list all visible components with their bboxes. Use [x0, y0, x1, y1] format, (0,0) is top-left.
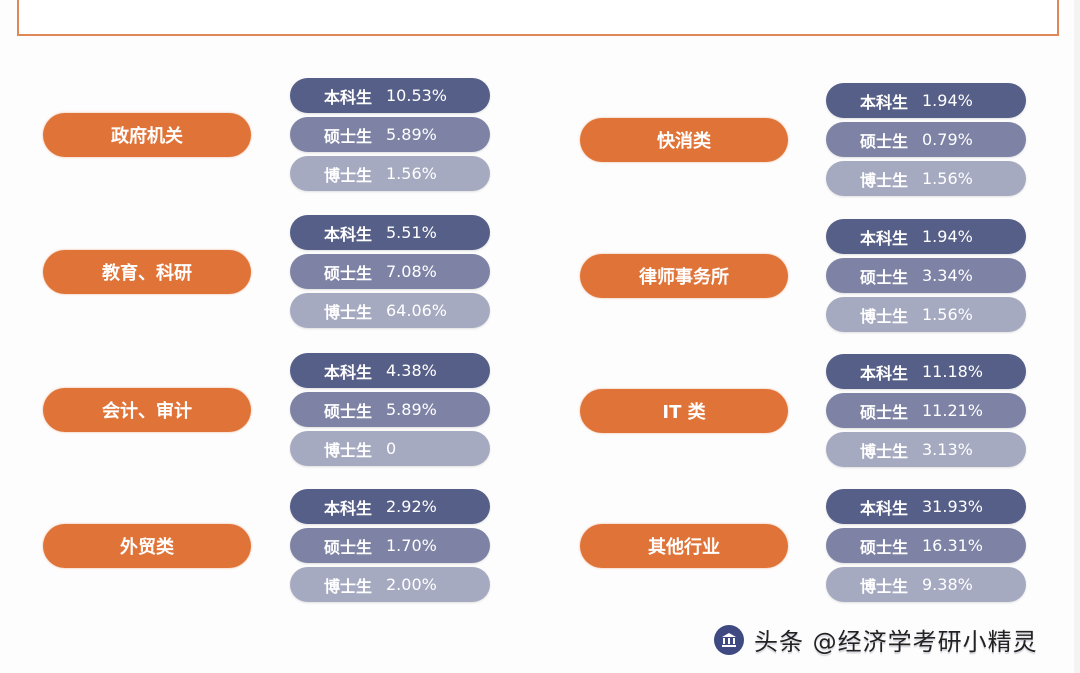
stats-stack: 本科生 31.93% 硕士生 16.31% 博士生 9.38%	[826, 489, 1026, 606]
stats-stack: 本科生 11.18% 硕士生 11.21% 博士生 3.13%	[826, 354, 1026, 471]
stat-value: 5.51%	[386, 223, 437, 242]
stat-master: 硕士生 7.08%	[290, 254, 490, 289]
stat-value: 4.38%	[386, 361, 437, 380]
industry-label: 快消类	[580, 118, 788, 162]
industry-label: 会计、审计	[43, 388, 251, 432]
stat-phd: 博士生 9.38%	[826, 567, 1026, 602]
stat-undergrad: 本科生 5.51%	[290, 215, 490, 250]
stat-undergrad: 本科生 1.94%	[826, 219, 1026, 254]
stat-value: 31.93%	[922, 497, 984, 516]
stat-master: 硕士生 5.89%	[290, 117, 490, 152]
stat-label: 本科生	[859, 498, 908, 518]
industry-label: 其他行业	[580, 524, 788, 568]
stat-master: 硕士生 0.79%	[826, 122, 1026, 157]
stat-label: 本科生	[323, 362, 372, 382]
stat-value: 5.89%	[386, 400, 437, 419]
stat-value: 16.31%	[922, 536, 984, 555]
bank-icon	[714, 624, 744, 655]
industry-label: 教育、科研	[43, 250, 251, 294]
stats-stack: 本科生 2.92% 硕士生 1.70% 博士生 2.00%	[290, 489, 490, 606]
stat-value: 7.08%	[386, 262, 437, 281]
stat-phd: 博士生 1.56%	[826, 297, 1026, 332]
stat-label: 硕士生	[323, 537, 372, 557]
stat-label: 本科生	[859, 228, 908, 248]
stat-undergrad: 本科生 31.93%	[826, 489, 1026, 524]
stats-stack: 本科生 4.38% 硕士生 5.89% 博士生 0	[290, 353, 490, 470]
stats-stack: 本科生 5.51% 硕士生 7.08% 博士生 64.06%	[290, 215, 490, 332]
page-edge	[1074, 0, 1080, 673]
watermark: 头条 @经济学考研小精灵	[714, 622, 1038, 657]
industry-label: IT 类	[580, 389, 788, 433]
stat-label: 博士生	[323, 165, 372, 185]
industry-label: 律师事务所	[580, 254, 788, 298]
stat-value: 2.00%	[386, 575, 437, 594]
stat-phd: 博士生 1.56%	[290, 156, 490, 191]
stat-value: 1.56%	[922, 305, 973, 324]
stat-value: 11.18%	[922, 362, 984, 381]
stat-phd: 博士生 1.56%	[826, 161, 1026, 196]
stat-label: 博士生	[859, 441, 908, 461]
stat-master: 硕士生 1.70%	[290, 528, 490, 563]
stat-label: 博士生	[859, 170, 908, 190]
stat-phd: 博士生 3.13%	[826, 432, 1026, 467]
stat-master: 硕士生 3.34%	[826, 258, 1026, 293]
stat-undergrad: 本科生 2.92%	[290, 489, 490, 524]
stat-undergrad: 本科生 4.38%	[290, 353, 490, 388]
stat-undergrad: 本科生 1.94%	[826, 83, 1026, 118]
stat-value: 1.94%	[922, 227, 973, 246]
stat-label: 博士生	[323, 302, 372, 322]
top-frame	[17, 0, 1059, 36]
stat-value: 64.06%	[386, 301, 448, 320]
stats-stack: 本科生 1.94% 硕士生 0.79% 博士生 1.56%	[826, 83, 1026, 200]
stat-label: 本科生	[323, 224, 372, 244]
stat-phd: 博士生 64.06%	[290, 293, 490, 328]
stat-phd: 博士生 2.00%	[290, 567, 490, 602]
stat-label: 博士生	[859, 306, 908, 326]
stat-value: 11.21%	[922, 401, 984, 420]
industry-label: 政府机关	[43, 113, 251, 157]
stat-undergrad: 本科生 11.18%	[826, 354, 1026, 389]
stat-label: 本科生	[859, 363, 908, 383]
stat-master: 硕士生 11.21%	[826, 393, 1026, 428]
stat-master: 硕士生 16.31%	[826, 528, 1026, 563]
stat-value: 2.92%	[386, 497, 437, 516]
stat-value: 0	[386, 439, 397, 458]
stat-value: 1.70%	[386, 536, 437, 555]
stat-label: 博士生	[323, 440, 372, 460]
stat-label: 硕士生	[859, 131, 908, 151]
watermark-text: 头条 @经济学考研小精灵	[754, 628, 1038, 656]
stat-master: 硕士生 5.89%	[290, 392, 490, 427]
stat-value: 9.38%	[922, 575, 973, 594]
stat-label: 硕士生	[323, 126, 372, 146]
stat-label: 博士生	[859, 576, 908, 596]
stat-value: 5.89%	[386, 125, 437, 144]
stat-label: 本科生	[323, 87, 372, 107]
stat-undergrad: 本科生 10.53%	[290, 78, 490, 113]
stat-label: 本科生	[323, 498, 372, 518]
stat-phd: 博士生 0	[290, 431, 490, 466]
stat-label: 硕士生	[323, 263, 372, 283]
stat-value: 0.79%	[922, 130, 973, 149]
industry-label: 外贸类	[43, 524, 251, 568]
stat-value: 1.56%	[922, 169, 973, 188]
stat-value: 1.56%	[386, 164, 437, 183]
stat-label: 硕士生	[323, 401, 372, 421]
stats-stack: 本科生 1.94% 硕士生 3.34% 博士生 1.56%	[826, 219, 1026, 336]
stat-label: 硕士生	[859, 402, 908, 422]
stat-label: 硕士生	[859, 537, 908, 557]
stat-label: 博士生	[323, 576, 372, 596]
stat-label: 硕士生	[859, 267, 908, 287]
stat-value: 3.34%	[922, 266, 973, 285]
stat-value: 3.13%	[922, 440, 973, 459]
stats-stack: 本科生 10.53% 硕士生 5.89% 博士生 1.56%	[290, 78, 490, 195]
stat-value: 10.53%	[386, 86, 448, 105]
stat-label: 本科生	[859, 92, 908, 112]
stat-value: 1.94%	[922, 91, 973, 110]
